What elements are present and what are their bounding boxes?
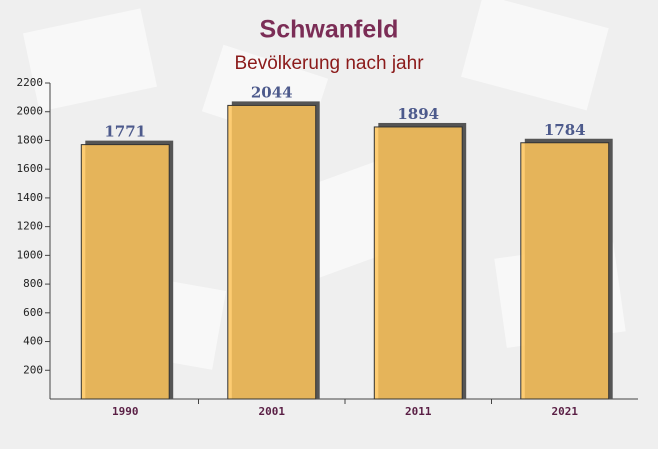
x-tick-label: 1990 <box>112 405 139 418</box>
value-label: 1894 <box>397 105 439 123</box>
value-label: 2044 <box>251 83 293 101</box>
chart-subtitle: Bevölkerung nach jahr <box>234 53 424 74</box>
x-tick-label: 2011 <box>405 405 432 418</box>
chart-title: Schwanfeld <box>260 16 399 44</box>
bar <box>227 104 317 400</box>
y-tick-label: 1800 <box>17 133 44 146</box>
value-label: 1784 <box>544 121 586 139</box>
value-label: 1771 <box>104 123 146 141</box>
y-tick-label: 1400 <box>17 191 44 204</box>
bar <box>373 126 463 400</box>
x-tick-label: 2021 <box>552 405 579 418</box>
y-tick-label: 400 <box>23 335 43 348</box>
y-tick-label: 600 <box>23 306 43 319</box>
bar <box>520 142 610 400</box>
y-tick-label: 200 <box>23 363 43 376</box>
y-tick-label: 2200 <box>17 76 44 89</box>
y-tick-label: 1600 <box>17 162 44 175</box>
y-tick-label: 800 <box>23 277 43 290</box>
y-tick-label: 1200 <box>17 220 44 233</box>
x-tick-label: 2001 <box>259 405 286 418</box>
bar <box>80 144 170 400</box>
y-tick-label: 1000 <box>17 248 44 261</box>
y-tick-label: 2000 <box>17 105 44 118</box>
